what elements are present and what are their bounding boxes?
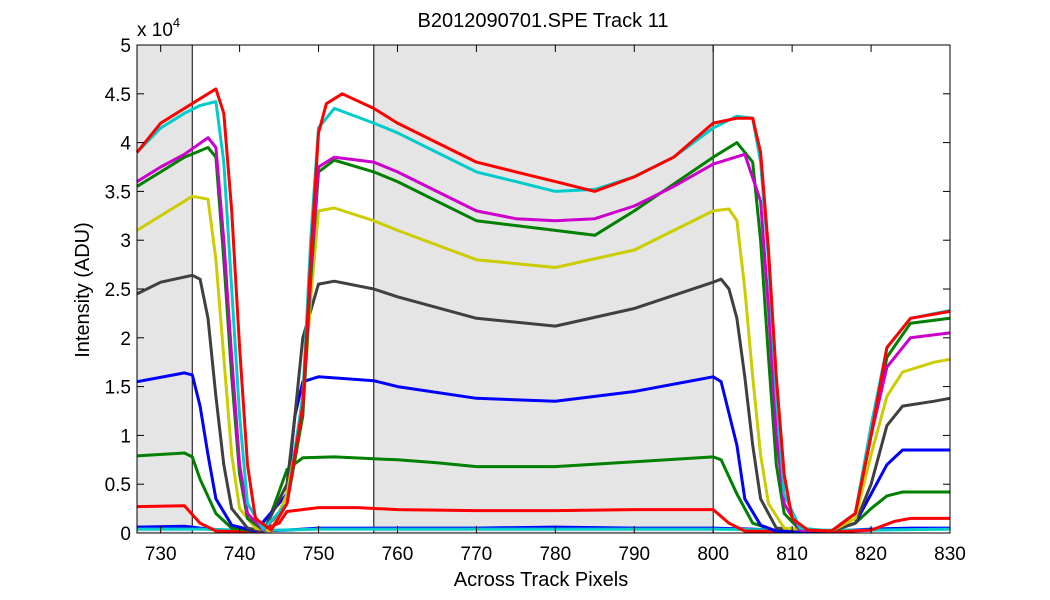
y-tick-label: 1 [120, 426, 131, 447]
y-tick-label: 3.5 [105, 182, 131, 203]
y-tick-label: 2.5 [105, 280, 131, 301]
y-tick-label: 0.5 [105, 475, 131, 496]
chart-title: B2012090701.SPE Track 11 [418, 10, 669, 32]
y-axis-multiplier: x 104 [137, 15, 180, 41]
y-tick-label: 2 [120, 329, 131, 350]
x-tick-label: 800 [697, 544, 729, 565]
shaded-region-2 [373, 45, 714, 533]
x-tick-label: 750 [303, 544, 335, 565]
x-tick-label: 740 [224, 544, 256, 565]
y-multiplier-base: x 10 [137, 20, 173, 41]
x-tick-label: 810 [776, 544, 808, 565]
x-tick-label: 790 [618, 544, 650, 565]
x-tick-label: 830 [934, 544, 966, 565]
y-tick-label: 4.5 [105, 85, 131, 106]
y-multiplier-exponent: 4 [173, 15, 180, 30]
axis-ticks: 730 740 750 760 770 780 790 800 810 820 830 0 0.5 1 1.… [105, 36, 966, 565]
series-line-9 [136, 136, 951, 533]
y-tick-label: 1.5 [105, 378, 131, 399]
y-tick-label: 4 [120, 134, 131, 155]
y-tick-label: 5 [120, 36, 131, 57]
y-tick-label: 3 [120, 231, 131, 252]
x-tick-label: 760 [382, 544, 414, 565]
shaded-regions [137, 45, 714, 533]
series-line-3 [136, 504, 950, 534]
x-tick-label: 730 [145, 544, 177, 565]
x-tick-label: 770 [461, 544, 493, 565]
x-tick-label: 820 [855, 544, 887, 565]
y-axis-label: Intensity (ADU) [72, 222, 94, 358]
series-line-11 [135, 87, 951, 533]
x-axis-label: Across Track Pixels [454, 569, 628, 591]
x-tick-label: 780 [539, 544, 571, 565]
y-tick-label: 0 [120, 524, 131, 545]
